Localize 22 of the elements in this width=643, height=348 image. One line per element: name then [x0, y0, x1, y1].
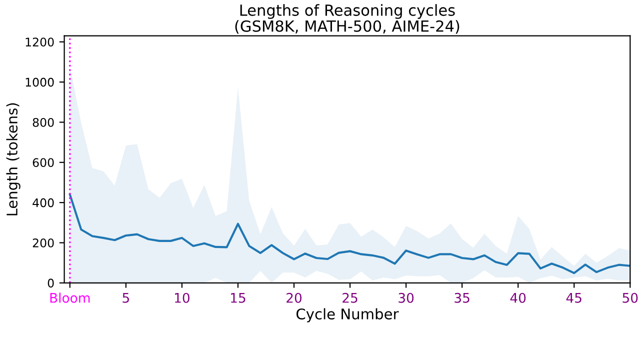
x-tick-label: 50 — [622, 292, 638, 303]
line-series — [68, 193, 630, 274]
x-tick-label: Bloom — [50, 292, 90, 303]
y-tick-label: 200 — [32, 238, 54, 248]
y-axis-title: Length (tokens) — [6, 103, 20, 216]
y-tick-label: 400 — [32, 198, 54, 208]
x-tick-label: 5 — [122, 293, 129, 303]
x-axis-title: Cycle Number — [296, 308, 399, 322]
x-tick-label: 40 — [510, 292, 526, 303]
x-tick-label: 10 — [175, 292, 190, 303]
y-tick-label: 1000 — [26, 78, 54, 87]
y-tick-label: 800 — [32, 118, 54, 127]
x-tick-label: 45 — [566, 293, 582, 303]
x-tick-label: 25 — [342, 292, 358, 303]
x-tick-label: 35 — [454, 292, 470, 303]
x-tick-label: 30 — [398, 292, 414, 303]
y-tick-label: 1200 — [26, 38, 54, 47]
x-tick-label: 20 — [286, 292, 302, 303]
x-tick-label: 15 — [231, 293, 246, 303]
y-tick-label: 600 — [32, 158, 54, 168]
y-tick-label: 0 — [48, 278, 54, 288]
chart-title: Lengths of Reasoning cycles (GSM8K, MATH-500, AIME-24) — [235, 4, 460, 34]
